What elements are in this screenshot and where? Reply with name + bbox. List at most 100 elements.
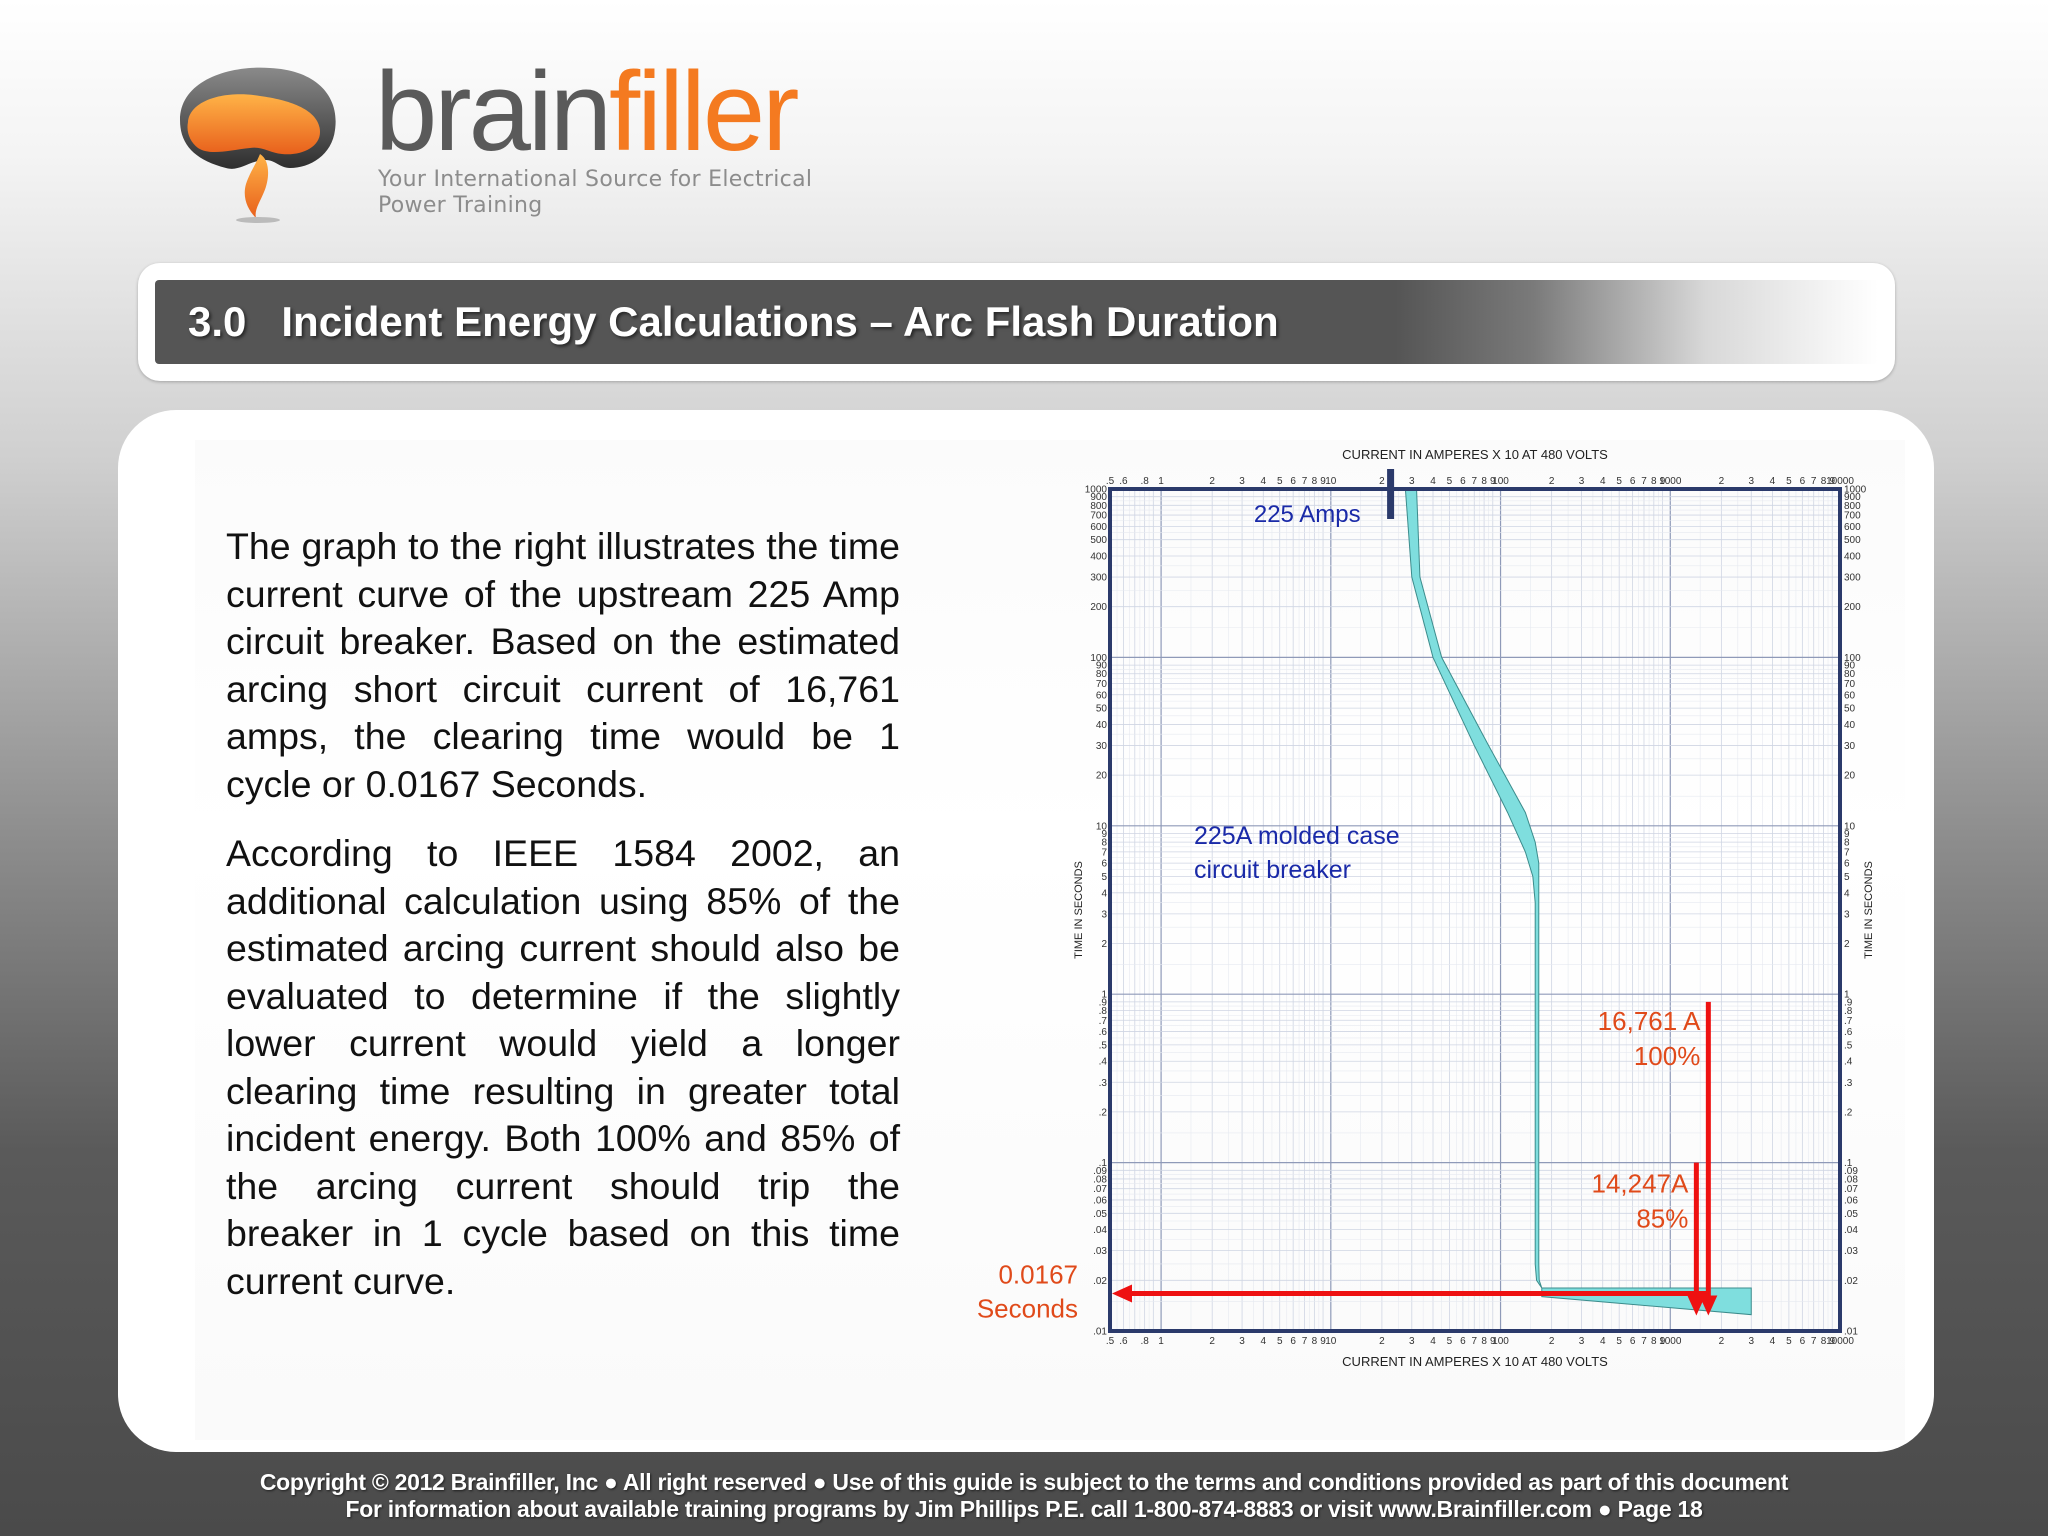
- y-tick-label-left: 8: [1101, 838, 1107, 849]
- y-tick-label-right: .4: [1844, 1057, 1853, 1068]
- x-tick-label-top: 8: [1821, 476, 1827, 487]
- x-tick-label-bottom: 9: [1320, 1336, 1326, 1347]
- x-tick-label-top: 9: [1490, 476, 1496, 487]
- x-tick-label-bottom: 6: [1290, 1336, 1296, 1347]
- y-tick-label-left: .6: [1099, 1027, 1108, 1038]
- chart-annotations: 225 Amps 225A molded case circuit breaker 1…: [977, 469, 1718, 1323]
- x-tick-label-bottom: 5: [1616, 1336, 1622, 1347]
- x-tick-label-bottom: 1000: [1659, 1336, 1682, 1347]
- y-tick-label-right: 1000: [1844, 485, 1867, 496]
- chart-series-layer: [1404, 488, 1752, 1316]
- y-tick-label-right: 30: [1844, 741, 1856, 752]
- x-tick-label-top: 10000: [1826, 476, 1854, 487]
- y-tick-label-left: 200: [1090, 602, 1107, 613]
- arrow-100-label-line1: 16,761 A: [1598, 1006, 1701, 1036]
- y-tick-label-left: 100: [1090, 653, 1107, 664]
- x-tick-label-bottom: 9: [1660, 1336, 1666, 1347]
- x-tick-label-top: 6: [1460, 476, 1466, 487]
- breaker-curve-band: [1404, 488, 1752, 1316]
- y-tick-label-left: 300: [1090, 573, 1107, 584]
- y-tick-label-left: .01: [1093, 1327, 1107, 1338]
- x-tick-label-bottom: 2: [1719, 1336, 1725, 1347]
- series-label-line2: circuit breaker: [1194, 856, 1351, 884]
- x-tick-label-top: 7: [1641, 476, 1647, 487]
- x-tick-label-top: 8: [1312, 476, 1318, 487]
- x-tick-label-bottom: 4: [1430, 1336, 1436, 1347]
- x-tick-label-top: .8: [1140, 476, 1149, 487]
- x-tick-label-top: 6: [1630, 476, 1636, 487]
- y-tick-label-right: 800: [1844, 501, 1861, 512]
- time-arrow-head: [1112, 1284, 1132, 1303]
- y-tick-label-right: 40: [1844, 720, 1856, 731]
- x-tick-label-bottom: 1: [1158, 1336, 1164, 1347]
- plot-frame: [1108, 487, 1842, 1333]
- y-tick-label-left: 6: [1101, 859, 1107, 870]
- y-tick-label-right: .7: [1844, 1016, 1853, 1027]
- y-tick-label-left: .8: [1099, 1006, 1108, 1017]
- x-tick-label-top: 3: [1239, 476, 1245, 487]
- arrow-85-label-line2: 85%: [1636, 1204, 1688, 1234]
- x-tick-label-bottom: 5: [1277, 1336, 1283, 1347]
- x-tick-label-top: 2: [1549, 476, 1555, 487]
- y-tick-label-right: .08: [1844, 1174, 1858, 1185]
- y-tick-label-right: 2: [1844, 939, 1850, 950]
- y-tick-label-right: 80: [1844, 669, 1856, 680]
- x-tick-label-bottom: 7: [1811, 1336, 1817, 1347]
- y-tick-label-right: 70: [1844, 679, 1856, 690]
- y-tick-label-right: 20: [1844, 771, 1856, 782]
- x-tick-label-bottom: 2: [1379, 1336, 1385, 1347]
- y-tick-label-left: .08: [1093, 1174, 1107, 1185]
- y-tick-label-left: .7: [1099, 1016, 1108, 1027]
- x-tick-label-top: 7: [1302, 476, 1308, 487]
- x-tick-label-top: 5: [1616, 476, 1622, 487]
- x-tick-label-top: 2: [1379, 476, 1385, 487]
- y-tick-label-left: .05: [1093, 1209, 1107, 1220]
- y-tick-label-left: 400: [1090, 552, 1107, 563]
- x-tick-label-bottom: 3: [1239, 1336, 1245, 1347]
- y-tick-label-left: 2: [1101, 939, 1107, 950]
- y-tick-label-right: 4: [1844, 888, 1850, 899]
- y-tick-label-right: 700: [1844, 511, 1861, 522]
- y-axis-label-left: TIME IN SECONDS: [1073, 861, 1085, 959]
- x-tick-label-bottom: .6: [1119, 1336, 1128, 1347]
- x-tick-label-bottom: 9: [1490, 1336, 1496, 1347]
- x-tick-label-bottom: 100: [1492, 1336, 1509, 1347]
- x-tick-label-bottom: 10: [1325, 1336, 1337, 1347]
- y-tick-label-left: 5: [1101, 872, 1107, 883]
- y-tick-label-right: .03: [1844, 1246, 1858, 1257]
- x-tick-label-bottom: 2: [1549, 1336, 1555, 1347]
- x-tick-label-top: 3: [1748, 476, 1754, 487]
- page-title: 3.0 Incident Energy Calculations – Arc F…: [188, 298, 1279, 345]
- y-tick-label-right: 9: [1844, 829, 1850, 840]
- x-tick-label-top: 9: [1660, 476, 1666, 487]
- arrow-100-label-line2: 100%: [1634, 1041, 1701, 1071]
- y-tick-label-right: .05: [1844, 1209, 1858, 1220]
- y-tick-label-right: 8: [1844, 838, 1850, 849]
- x-tick-label-bottom: 2: [1209, 1336, 1215, 1347]
- y-tick-label-right: 90: [1844, 661, 1856, 672]
- y-tick-label-left: .02: [1093, 1276, 1107, 1287]
- x-tick-label-bottom: 4: [1770, 1336, 1776, 1347]
- x-tick-label-top: 9: [1320, 476, 1326, 487]
- y-tick-label-right: 300: [1844, 573, 1861, 584]
- brand-name: brainfiller: [375, 49, 799, 174]
- x-tick-label-top: 100: [1492, 476, 1509, 487]
- x-tick-label-top: 4: [1600, 476, 1606, 487]
- time-label-line1: 0.0167: [998, 1259, 1078, 1289]
- x-tick-label-top: 6: [1290, 476, 1296, 487]
- y-tick-label-left: .5: [1099, 1040, 1108, 1051]
- y-tick-label-right: 60: [1844, 690, 1856, 701]
- y-tick-label-left: .9: [1099, 997, 1108, 1008]
- y-tick-label-left: 600: [1090, 522, 1107, 533]
- x-tick-label-bottom: 10000: [1826, 1336, 1854, 1347]
- y-tick-label-right: 500: [1844, 535, 1861, 546]
- tagline: Your International Source for Electrical…: [378, 167, 813, 218]
- paragraph-1: The graph to the right illustrates the t…: [226, 525, 900, 805]
- y-tick-label-left: 1000: [1085, 485, 1108, 496]
- x-tick-label-bottom: 6: [1460, 1336, 1466, 1347]
- y-tick-label-right: 3: [1844, 909, 1850, 920]
- x-axis-label-bottom: CURRENT IN AMPERES X 10 AT 480 VOLTS: [1342, 1354, 1608, 1369]
- x-tick-label-top: 2: [1209, 476, 1215, 487]
- y-tick-label-left: 900: [1090, 492, 1107, 503]
- brain-logo-icon: [180, 67, 336, 223]
